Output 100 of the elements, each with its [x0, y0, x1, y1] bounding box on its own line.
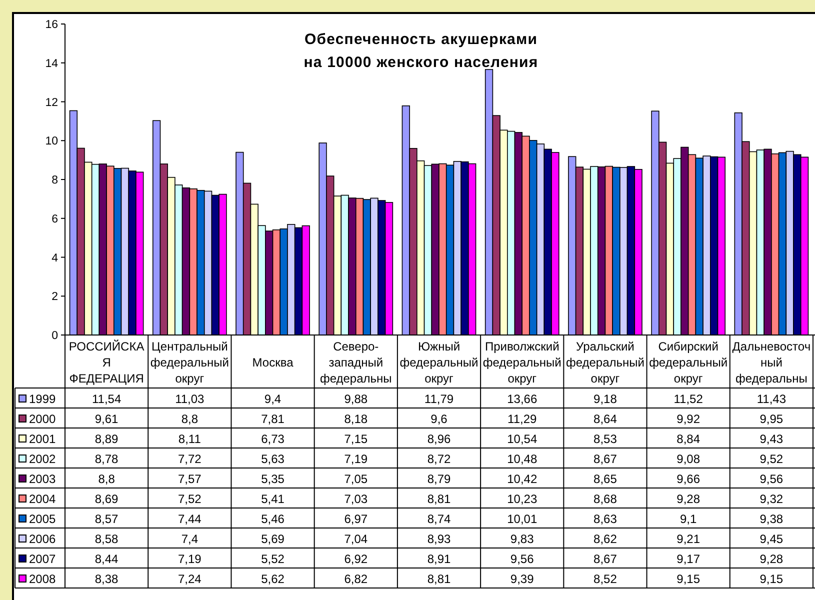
- y-tick-label: 2: [52, 291, 58, 304]
- data-label: 8,81: [427, 572, 451, 586]
- data-label: 9,43: [760, 432, 784, 446]
- data-label: 9,21: [676, 532, 700, 546]
- y-tick-label: 10: [45, 136, 58, 148]
- data-label: 6,82: [344, 572, 368, 586]
- legend-label: 2002: [29, 452, 56, 466]
- data-label: 8,64: [594, 412, 618, 426]
- data-label: 9,18: [594, 392, 618, 406]
- legend-label: 1999: [29, 392, 56, 406]
- legend-label: 2003: [29, 472, 56, 486]
- data-label: 8,96: [427, 432, 451, 446]
- legend-label: 2005: [29, 512, 56, 526]
- text: Обеспеченность акушерками на 10000 женского населения: [304, 31, 538, 71]
- data-label: 9,56: [510, 552, 534, 566]
- data-label: 5,52: [261, 552, 285, 566]
- data-label: 7,72: [178, 452, 202, 466]
- data-label: 8,58: [94, 532, 119, 546]
- y-tick-label: 14: [45, 58, 59, 70]
- data-label: 9,17: [676, 552, 700, 566]
- legend-label: 2008: [29, 572, 56, 586]
- y-tick-label: 4: [52, 252, 59, 264]
- x-tick-label: Москва: [252, 356, 294, 370]
- data-label: 5,41: [261, 492, 285, 506]
- x-tick-label: РОССИЙСКАЯ ФЕДЕРАЦИЯ: [68, 340, 144, 386]
- data-label: 9,15: [760, 572, 784, 586]
- data-label: 8,8: [181, 412, 198, 426]
- data-label: 10,48: [507, 452, 538, 466]
- x-tick-label: Приволжский федеральный округ: [482, 340, 562, 386]
- y-tick-label: 16: [45, 19, 58, 32]
- data-label: 6,97: [344, 512, 368, 526]
- data-label: 8,38: [94, 572, 119, 586]
- x-tick-label: Дальневосточный федеральны: [732, 340, 811, 386]
- data-label: 11,29: [508, 412, 538, 426]
- data-label: 11,52: [674, 392, 704, 406]
- data-label: 8,44: [94, 552, 119, 566]
- data-label: 7,19: [178, 552, 202, 566]
- data-label: 8,63: [594, 512, 618, 526]
- data-label: 8,72: [427, 452, 451, 466]
- data-label: 10,42: [507, 472, 538, 486]
- data-label: 9,52: [760, 452, 784, 466]
- y-tick-label: 12: [45, 96, 58, 109]
- data-label: 8,8: [98, 472, 116, 486]
- data-label: 7,04: [344, 532, 368, 546]
- data-label: 9,66: [676, 472, 700, 486]
- data-label: 8,52: [594, 572, 618, 586]
- data-label: 9,92: [676, 412, 700, 426]
- x-tick-label: Северо-западный федеральны: [320, 340, 392, 386]
- data-label: 9,95: [760, 412, 784, 426]
- data-label: 11,79: [424, 392, 454, 406]
- data-label: 7,44: [178, 512, 202, 526]
- data-label: 10,01: [507, 512, 538, 526]
- x-tick-label: Центральный федеральный округ: [150, 340, 229, 386]
- x-tick-label: Южный федеральный округ: [400, 340, 478, 386]
- y-tick-label: 6: [52, 213, 58, 226]
- data-label: 5,46: [261, 512, 285, 526]
- data-label: 7,4: [181, 532, 198, 546]
- data-label: 8,78: [94, 452, 119, 466]
- data-label: 7,15: [344, 432, 368, 446]
- data-label: 8,53: [594, 432, 618, 446]
- legend-label: 2001: [29, 432, 56, 446]
- data-label: 9,08: [676, 452, 700, 466]
- data-label: 9,1: [680, 512, 697, 526]
- data-label: 7,24: [178, 572, 202, 586]
- data-label: 6,92: [344, 552, 368, 566]
- data-label: 9,83: [510, 532, 534, 546]
- data-label: 9,32: [760, 492, 784, 506]
- x-tick-label: Сибирский федеральный округ: [649, 340, 728, 386]
- data-label: 5,35: [261, 472, 285, 486]
- y-tick-label: 0: [52, 330, 58, 342]
- data-label: 8,65: [594, 472, 618, 486]
- data-label: 8,11: [178, 432, 202, 446]
- data-label: 8,91: [427, 552, 451, 566]
- data-label: 8,79: [427, 472, 451, 486]
- data-label: 9,39: [510, 572, 534, 586]
- data-label: 9,45: [760, 532, 784, 546]
- x-tick-label: Уральский федеральный округ: [566, 340, 644, 386]
- y-tick-label: 8: [52, 174, 58, 187]
- data-label: 9,28: [760, 552, 784, 566]
- data-label: 8,62: [594, 532, 618, 546]
- data-label: 8,84: [676, 432, 700, 446]
- data-label: 9,56: [760, 472, 784, 486]
- data-label: 11,03: [175, 392, 205, 406]
- data-label: 9,6: [430, 412, 448, 426]
- data-label: 7,57: [178, 472, 202, 486]
- legend-label: 2007: [29, 552, 56, 566]
- data-label: 5,63: [261, 452, 285, 466]
- data-label: 11,43: [756, 392, 786, 406]
- legend-label: 2006: [29, 532, 56, 546]
- data-label: 5,62: [261, 572, 285, 586]
- data-label: 7,05: [344, 472, 368, 486]
- data-label: 5,69: [261, 532, 285, 546]
- data-label: 8,57: [94, 512, 119, 526]
- data-label: 7,52: [178, 492, 202, 506]
- data-label: 9,28: [676, 492, 700, 506]
- data-label: 10,54: [507, 432, 538, 446]
- data-label: 8,69: [94, 492, 119, 506]
- data-label: 8,67: [594, 452, 618, 466]
- data-label: 10,23: [507, 492, 538, 506]
- data-label: 8,93: [427, 532, 451, 546]
